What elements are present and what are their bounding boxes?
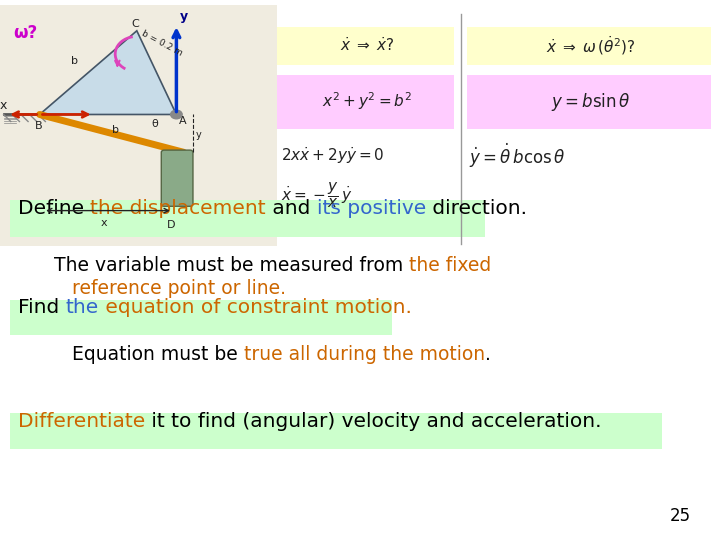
Text: x: x (101, 218, 108, 228)
Text: C: C (132, 19, 140, 29)
FancyBboxPatch shape (467, 75, 711, 129)
Bar (0, 0, 720, 248)
Text: true all during the motion: true all during the motion (244, 346, 485, 365)
Text: A: A (179, 116, 186, 126)
Text: x: x (0, 99, 7, 112)
Text: the fixed: the fixed (409, 256, 492, 275)
Text: b = 0.2 m: b = 0.2 m (140, 29, 184, 58)
Text: D: D (167, 220, 176, 231)
Text: $\dot{x}\;\Rightarrow\;\dot{x}?$: $\dot{x}\;\Rightarrow\;\dot{x}?$ (340, 36, 395, 55)
Bar (10, 300, 392, 335)
Text: $\dot{y}=\dot{\theta}\,b\cos\theta$: $\dot{y}=\dot{\theta}\,b\cos\theta$ (469, 141, 566, 170)
Bar (10, 200, 485, 237)
Bar (0, 5, 277, 246)
Text: Equation must be: Equation must be (72, 346, 244, 365)
Polygon shape (40, 31, 176, 114)
Text: b: b (71, 56, 78, 66)
Text: Find: Find (18, 298, 66, 317)
Text: The variable must be measured from: The variable must be measured from (54, 256, 409, 275)
Text: Differentiate: Differentiate (18, 412, 145, 431)
Text: b: b (112, 125, 119, 135)
FancyBboxPatch shape (277, 75, 454, 129)
Text: $x^2+y^2=b^2$: $x^2+y^2=b^2$ (322, 91, 413, 112)
Text: equation of constraint motion.: equation of constraint motion. (99, 298, 412, 317)
Text: $\dot{x}=-\dfrac{y}{x}\,\dot{y}$: $\dot{x}=-\dfrac{y}{x}\,\dot{y}$ (281, 180, 352, 211)
Text: $y=b\sin\theta$: $y=b\sin\theta$ (551, 91, 630, 112)
Text: reference point or line.: reference point or line. (72, 279, 286, 298)
Text: ω?: ω? (13, 24, 37, 42)
Text: θ: θ (151, 118, 158, 129)
Text: y: y (196, 130, 202, 140)
Text: $2x\dot{x}+2y\dot{y}=0$: $2x\dot{x}+2y\dot{y}=0$ (281, 145, 384, 166)
Text: the: the (66, 298, 99, 317)
Text: direction.: direction. (426, 199, 527, 218)
Text: Define: Define (18, 199, 91, 218)
Text: 25: 25 (670, 507, 691, 525)
Text: y: y (180, 10, 188, 23)
Text: $\dot{x}\;\Rightarrow\;\omega\,(\dot{\theta}^2)?$: $\dot{x}\;\Rightarrow\;\omega\,(\dot{\th… (546, 34, 635, 57)
Circle shape (171, 110, 182, 119)
Text: B: B (35, 121, 42, 131)
FancyBboxPatch shape (467, 27, 711, 65)
Text: it to find (angular) velocity and acceleration.: it to find (angular) velocity and accele… (145, 412, 602, 431)
Text: and: and (266, 199, 317, 218)
Bar (10, 413, 662, 449)
Text: .: . (485, 346, 491, 365)
Text: its positive: its positive (317, 199, 426, 218)
FancyBboxPatch shape (277, 27, 454, 65)
Text: the displacement: the displacement (91, 199, 266, 218)
FancyBboxPatch shape (161, 150, 193, 206)
